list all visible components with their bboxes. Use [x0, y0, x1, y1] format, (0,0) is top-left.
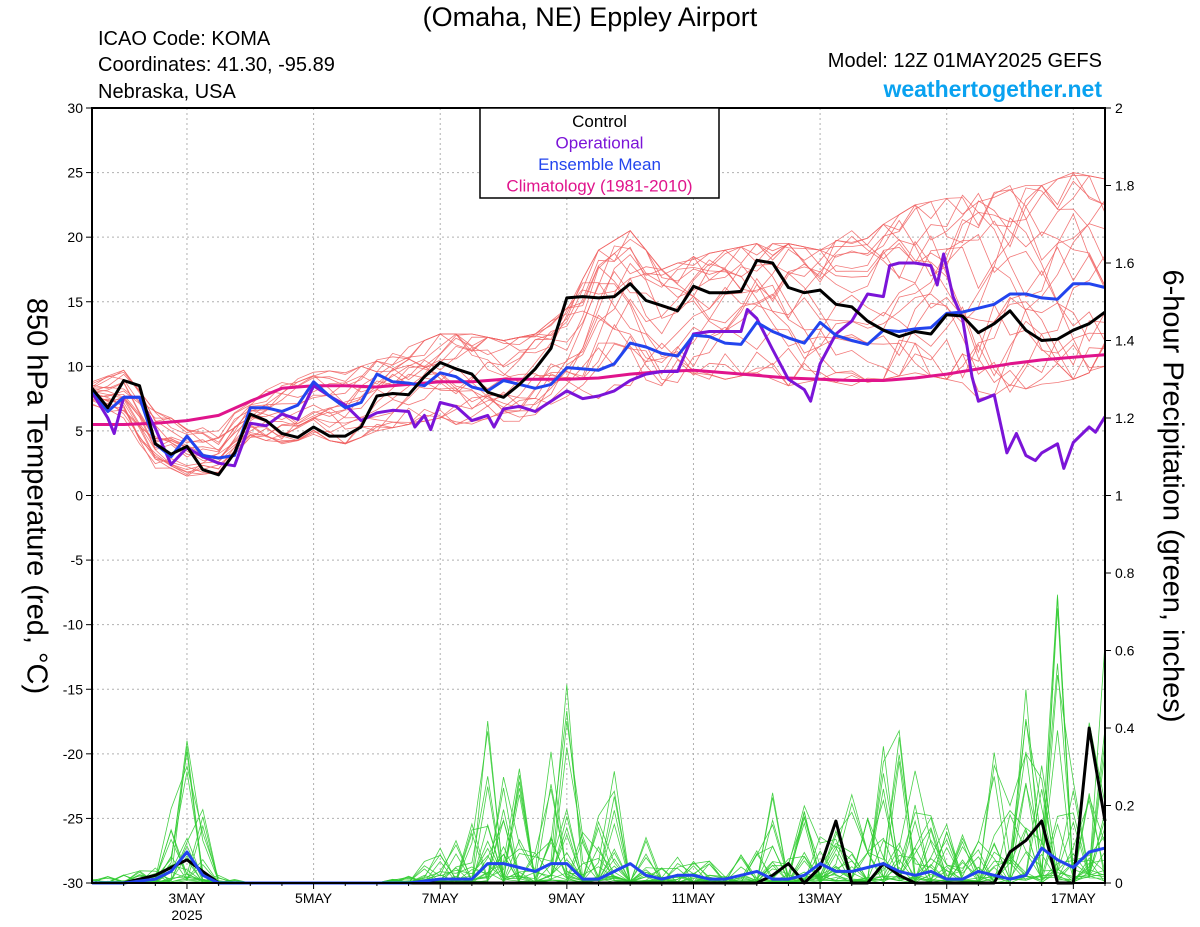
y-tick-label: 5 — [75, 423, 83, 439]
temperature-members — [91, 171, 1106, 477]
x-tick-label: 13MAY — [798, 890, 844, 906]
y-tick-label: -15 — [63, 681, 83, 697]
temperature-member-line — [91, 171, 1106, 443]
temperature-member-line — [91, 211, 1106, 473]
legend-entry-control: Control — [572, 112, 627, 131]
y-tick-label: 10 — [67, 358, 83, 374]
temperature-member-line — [91, 199, 1106, 460]
precip-member-line — [91, 608, 1106, 884]
temperature-member-line — [91, 282, 1106, 452]
y-tick-label: 15 — [67, 294, 83, 310]
temperature-member-line — [91, 302, 1106, 475]
temperature-climatology-1981-2010-line — [92, 353, 1106, 426]
grid-lines — [92, 108, 1105, 883]
y2-tick-label: 1.6 — [1115, 255, 1135, 271]
x-tick-label: 7MAY — [422, 890, 460, 906]
x-tick-label: 9MAY — [548, 890, 586, 906]
legend-entry-ensemble-mean: Ensemble Mean — [538, 155, 661, 174]
y2-tick-label: 0.2 — [1115, 798, 1135, 814]
y2-tick-label: 0 — [1115, 875, 1123, 891]
precip-members — [91, 594, 1106, 885]
legend-box — [479, 107, 720, 199]
precip-member-line — [91, 710, 1106, 884]
y2-tick-label: 1.8 — [1115, 178, 1135, 194]
coordinates: Coordinates: 41.30, -95.89 — [98, 54, 335, 76]
x-tick-label: 17MAY — [1051, 890, 1097, 906]
icao-code: ICAO Code: KOMA — [98, 28, 271, 50]
y2-tick-label: 2 — [1115, 100, 1123, 116]
precip-member-line — [91, 689, 1106, 884]
x-tick-label: 11MAY — [672, 890, 716, 906]
series-lines — [90, 252, 1107, 885]
y-tick-label: 20 — [67, 229, 83, 245]
y-tick-label: -20 — [63, 746, 83, 762]
y-ticks-right: 2 1.8 1.6 1.4 1.2 1 0.8 0.6 0.4 0.2 0 — [1105, 100, 1135, 891]
temperature-member-line — [91, 180, 1106, 439]
temperature-operational-line — [90, 252, 1107, 470]
temperature-member-line — [91, 235, 1106, 477]
y2-tick-label: 0.8 — [1115, 565, 1135, 581]
x-tick-label: 3MAY — [168, 890, 206, 906]
model-run-label: Model: 12Z 01MAY2025 GEFS — [827, 50, 1102, 72]
y2-tick-label: 0.4 — [1115, 720, 1135, 736]
y2-tick-label: 1.4 — [1115, 333, 1135, 349]
brand-link[interactable]: weathertogether.net — [883, 76, 1102, 102]
y2-tick-label: 1.2 — [1115, 410, 1135, 426]
y-tick-label: 25 — [67, 165, 83, 181]
temperature-member-line — [91, 185, 1106, 477]
precip-member-line — [91, 596, 1106, 884]
legend-entry-climatology-1981-2010: Climatology (1981-2010) — [506, 177, 692, 196]
region-label: Nebraska, USA — [98, 81, 236, 103]
y2-tick-label: 1 — [1115, 488, 1123, 504]
y-tick-label: -5 — [71, 552, 84, 568]
chart-title: (Omaha, NE) Eppley Airport — [422, 2, 758, 32]
legend-entry-operational: Operational — [556, 134, 644, 153]
temperature-member-line — [91, 200, 1106, 443]
y-tick-label: -25 — [63, 810, 83, 826]
y-tick-label: 0 — [75, 488, 83, 504]
temperature-member-line — [91, 175, 1106, 445]
temperature-member-line — [91, 258, 1106, 471]
x-tick-label: 15MAY — [924, 890, 970, 906]
x-tick-sublabel: 2025 — [171, 907, 202, 923]
temperature-member-line — [91, 230, 1106, 473]
y-tick-label: -30 — [63, 875, 83, 891]
precip-control-line — [92, 726, 1107, 885]
legend: Control Operational Ensemble Mean Climatolo… — [479, 107, 720, 199]
y2-tick-label: 0.6 — [1115, 643, 1135, 659]
temperature-control-line — [90, 258, 1106, 477]
temperature-member-line — [91, 246, 1106, 451]
y-tick-label: 30 — [67, 100, 83, 116]
precip-member-line — [91, 594, 1106, 884]
temperature-ensemble-mean-line — [90, 282, 1106, 460]
y-ticks-left: 30 25 20 15 10 5 0 -5 -10 -15 -20 -25 -30 — [63, 100, 92, 891]
y-tick-label: -10 — [63, 617, 83, 633]
x-tick-label: 5MAY — [295, 890, 333, 906]
